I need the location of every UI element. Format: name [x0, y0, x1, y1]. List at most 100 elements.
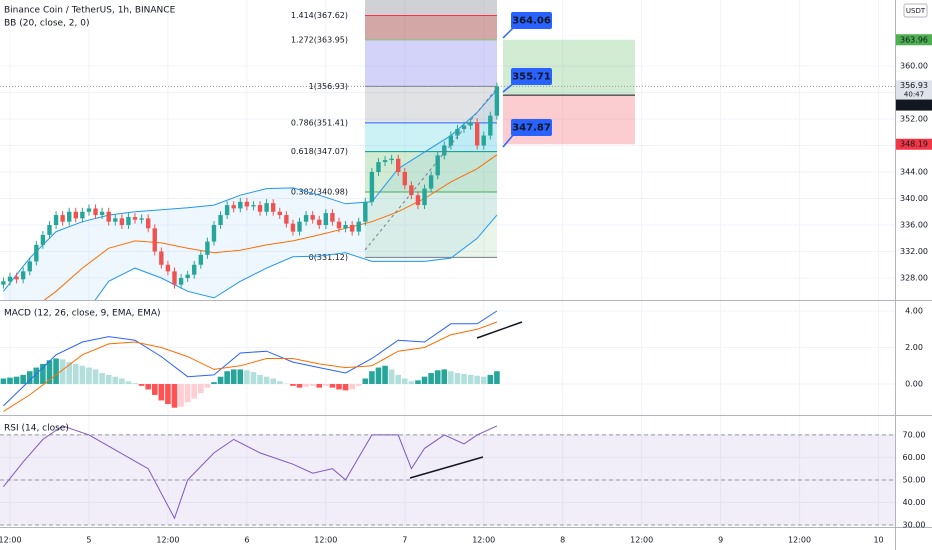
candle-body [297, 221, 302, 232]
candle-body [224, 205, 230, 216]
candle-body [435, 155, 440, 176]
candle-body [389, 158, 394, 161]
candle-body [93, 208, 98, 216]
histogram-bar [467, 374, 474, 384]
histogram-bar [244, 370, 250, 384]
x-tick-label: 8 [560, 536, 565, 545]
y-tick-label: 340.00 [900, 194, 928, 203]
x-tick-label: 5 [86, 536, 91, 545]
histogram-bar [421, 376, 428, 384]
candle-body [211, 225, 217, 242]
histogram-bar [316, 383, 323, 388]
rsi-title: RSI (14, close) [4, 424, 69, 434]
candle-body [67, 211, 72, 222]
callout-label: 355.71 [512, 72, 551, 83]
macd-title: MACD (12, 26, close, 9, EMA, EMA) [4, 309, 161, 319]
histogram-bar [40, 363, 46, 384]
histogram-bar [461, 373, 467, 384]
candle-body [80, 211, 85, 219]
histogram-bar [487, 374, 494, 384]
y-tick-label: 40.00 [903, 498, 926, 507]
candle-body [14, 276, 19, 280]
histogram-bar [211, 382, 217, 384]
histogram-bar [178, 383, 184, 407]
candle-body [86, 208, 92, 212]
candle-body [1, 281, 6, 285]
candle-body [428, 175, 434, 189]
histogram-bar [257, 374, 263, 384]
histogram-bar [474, 375, 480, 384]
histogram-bar [369, 371, 375, 384]
candle-body [343, 225, 348, 229]
histogram-bar [138, 383, 145, 386]
x-tick-label: 12:00 [314, 536, 337, 545]
fib-zone [365, 192, 497, 258]
histogram-bar [165, 383, 171, 405]
histogram-bar [184, 383, 191, 403]
y-tick-label: 332.00 [900, 247, 928, 256]
chart-title: Binance Coin / TetherUS, 1h, BINANCE [4, 6, 176, 16]
histogram-bar [105, 374, 112, 384]
y-tick-label: 50.00 [903, 475, 926, 484]
histogram-bar [296, 383, 303, 388]
currency: USDT [906, 7, 926, 15]
histogram-bar [204, 383, 211, 388]
price-badge [896, 138, 932, 150]
histogram-bar [375, 367, 382, 384]
histogram-bar [362, 378, 369, 384]
candle-body [382, 160, 388, 163]
candle-body [336, 221, 342, 229]
histogram-bar [395, 374, 402, 384]
x-tick-label: 12:00 [788, 536, 811, 545]
candle-body [159, 251, 164, 265]
x-tick-label: 12:00 [630, 536, 653, 545]
macd-trend-line [476, 321, 523, 339]
bb-title: BB (20, close, 2, 0) [4, 19, 89, 29]
histogram-bar [382, 365, 388, 384]
candle-body [461, 125, 467, 129]
candle-body [145, 218, 151, 229]
fib-zone [365, 15, 497, 40]
macd-line [3, 310, 498, 407]
candle-body [323, 213, 329, 225]
last-price-badge [896, 80, 932, 101]
candle-body [488, 115, 493, 136]
x-tick-label: 10 [873, 536, 883, 545]
histogram-bar [20, 374, 26, 384]
candle-body [244, 201, 250, 207]
callout-pointer [502, 133, 515, 148]
candle-body [310, 215, 315, 220]
candle-body [27, 261, 32, 272]
histogram-bar [13, 376, 20, 384]
x-tick-label: 12:00 [156, 536, 179, 545]
candle-body [402, 171, 407, 186]
candle-body [20, 271, 26, 280]
entry-label: 355.61 [900, 101, 928, 110]
candle-body [205, 241, 210, 255]
histogram-bar [323, 383, 329, 386]
x-tick-label: 12:00 [472, 536, 495, 545]
candle-body [60, 215, 65, 222]
candle-body [218, 215, 223, 225]
callout-box [511, 119, 552, 136]
histogram-bar [73, 363, 79, 384]
histogram-bar [217, 376, 224, 384]
histogram-bar [171, 383, 178, 408]
candle-body [165, 264, 171, 272]
histogram-bar [99, 373, 105, 384]
price-badge-label: 348.19 [900, 140, 928, 149]
candle-body [363, 201, 368, 222]
fib-label: 0.382(340.98) [291, 188, 348, 197]
fib-label: 1.272(363.95) [291, 35, 348, 44]
candle-body [396, 158, 401, 172]
histogram-bar [198, 383, 204, 394]
callout-box [511, 12, 552, 29]
histogram-bar [270, 378, 276, 384]
candle-body [317, 219, 322, 225]
x-tick-label: 12:00 [0, 536, 22, 545]
candle-body [455, 128, 460, 136]
fib-zone [365, 86, 497, 123]
y-tick-label: 4.00 [905, 307, 923, 316]
entry-badge [896, 99, 932, 111]
